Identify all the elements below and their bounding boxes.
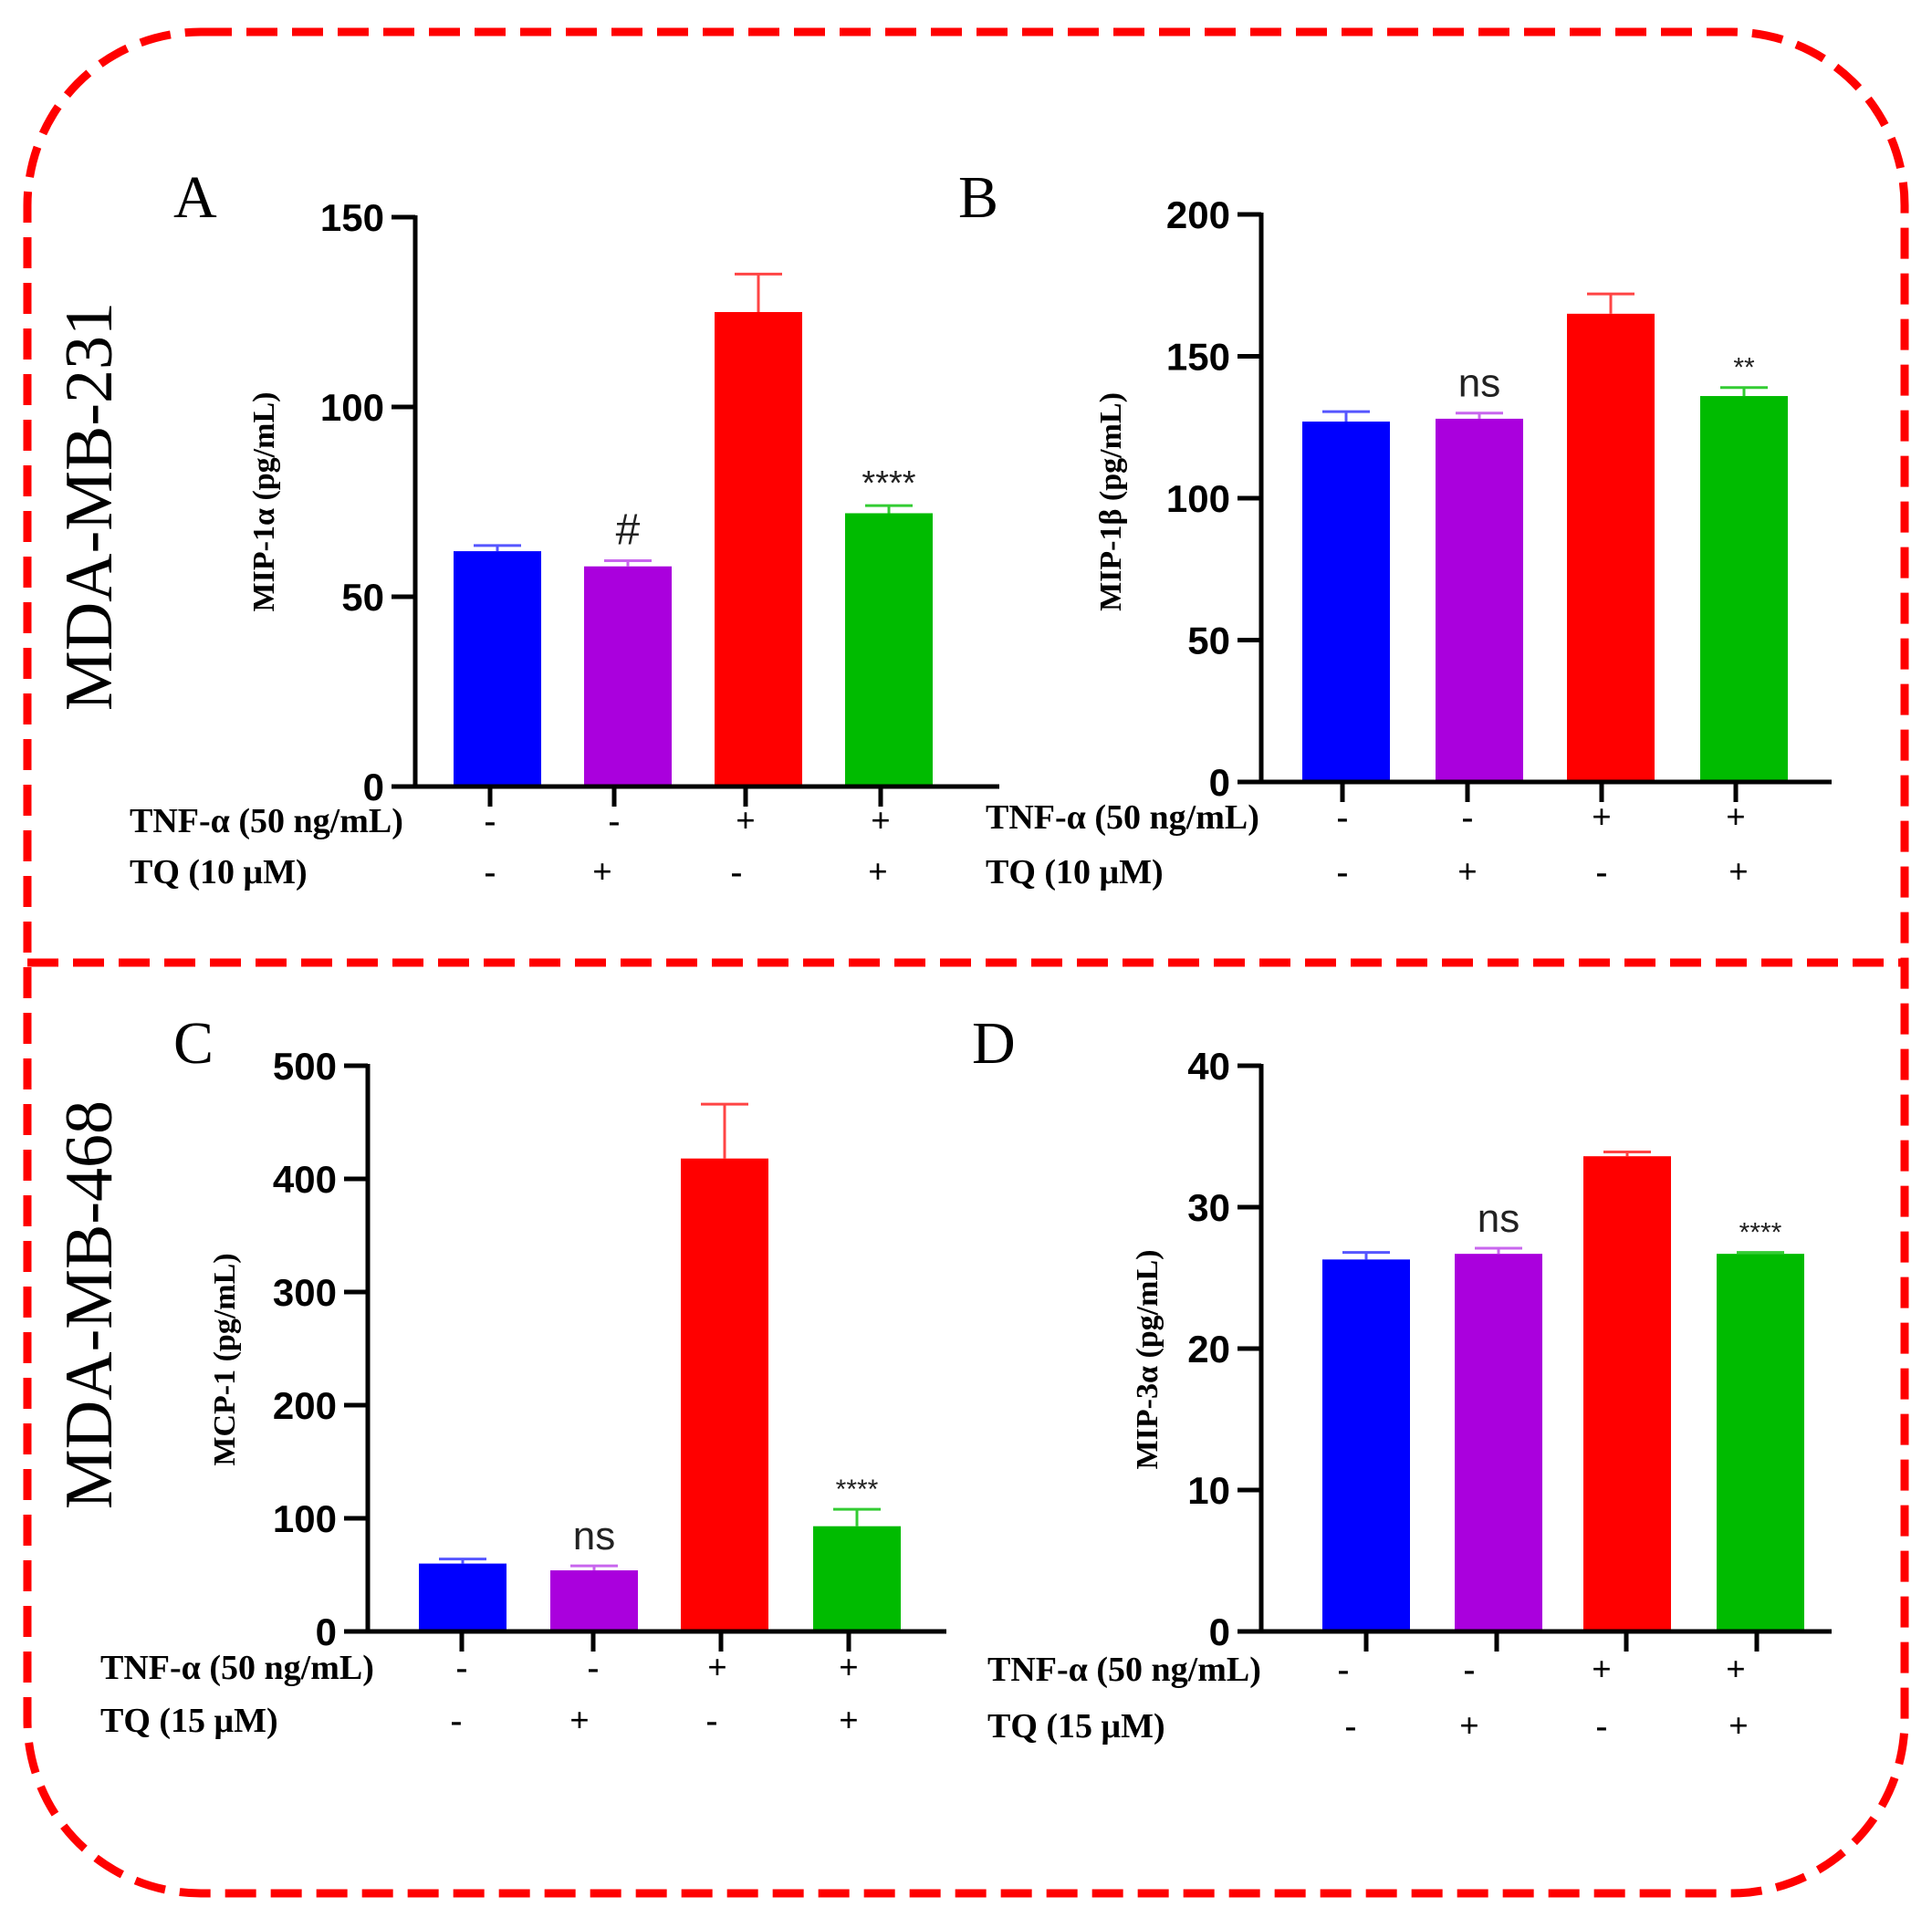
panel-letter: C	[173, 1010, 214, 1077]
cell-line-label-bottom: MDA-MB-468	[52, 1100, 127, 1509]
bar	[1302, 422, 1390, 782]
y-tick-label: 400	[273, 1158, 337, 1201]
bar	[1436, 418, 1523, 782]
y-tick-label: 0	[316, 1610, 337, 1653]
treatment-sign: -	[1596, 853, 1608, 891]
panel-d: D MIP-3α (pg/mL) ns **** 0 10 20 30 40 TNF-α (50 …	[972, 1010, 1832, 1745]
panel-letter: B	[958, 164, 998, 231]
bar	[550, 1570, 638, 1631]
panel-letter: A	[173, 164, 217, 231]
y-tick-label: 0	[363, 766, 384, 808]
treatment-sign: +	[871, 802, 891, 840]
significance-label: ns	[1458, 361, 1500, 406]
y-tick-label: 300	[273, 1271, 337, 1314]
y-axis-label: MIP-1α (pg/mL)	[247, 392, 281, 612]
y-tick-label: 200	[273, 1384, 337, 1427]
bar	[1717, 1254, 1804, 1631]
bar	[584, 566, 672, 787]
y-tick-label: 200	[1166, 193, 1230, 236]
bar	[1700, 396, 1788, 782]
treatment-row-label: TNF-α (50 ng/mL)	[986, 798, 1259, 837]
treatment-row-label: TNF-α (50 ng/mL)	[100, 1649, 374, 1687]
treatment-sign: -	[1464, 1651, 1476, 1689]
treatment-sign: +	[736, 802, 756, 840]
panel-letter: D	[972, 1010, 1016, 1077]
bar	[1455, 1254, 1542, 1631]
significance-label: ****	[862, 464, 915, 503]
treatment-sign: -	[1337, 853, 1349, 891]
treatment-sign: +	[1728, 1707, 1749, 1745]
treatment-sign: +	[1457, 853, 1478, 891]
y-tick-label: 150	[320, 196, 384, 239]
treatment-sign: +	[839, 1702, 859, 1740]
bar	[845, 513, 933, 787]
y-tick-label: 0	[1209, 1610, 1230, 1653]
treatment-sign: -	[706, 1702, 718, 1740]
treatment-sign: -	[1596, 1707, 1608, 1745]
y-tick-label: 100	[320, 386, 384, 429]
significance-label: ****	[836, 1475, 879, 1505]
y-tick-label: 50	[1187, 620, 1230, 662]
treatment-sign: +	[569, 1702, 590, 1740]
treatment-sign: -	[456, 1649, 468, 1687]
y-axis-label: MCP-1 (pg/mL)	[208, 1253, 242, 1465]
y-axis-label: MIP-1β (pg/mL)	[1094, 392, 1128, 611]
bar	[681, 1158, 768, 1631]
treatment-sign: -	[588, 1649, 600, 1687]
treatment-sign: -	[451, 1702, 463, 1740]
treatment-row-label: TNF-α (50 ng/mL)	[987, 1651, 1261, 1689]
cell-line-label-top: MDA-MB-231	[52, 302, 127, 711]
panel-c: C MCP-1 (pg/mL) ns **** 0 100 200 300 400 500 TNF-…	[100, 1010, 946, 1740]
y-tick-label: 100	[1166, 477, 1230, 520]
treatment-sign: +	[707, 1649, 727, 1687]
treatment-sign: +	[592, 853, 612, 891]
treatment-sign: +	[1592, 1651, 1612, 1689]
significance-label: ****	[1739, 1218, 1782, 1248]
y-tick-label: 50	[341, 576, 384, 619]
treatment-sign: +	[1728, 853, 1749, 891]
treatment-sign: -	[1345, 1707, 1357, 1745]
significance-label: ns	[1478, 1196, 1519, 1241]
bar	[813, 1526, 901, 1631]
treatment-row-label: TQ (10 μM)	[986, 853, 1164, 891]
significance-label: **	[1733, 353, 1755, 383]
treatment-sign: +	[1592, 798, 1612, 837]
significance-label: ns	[573, 1514, 615, 1558]
y-tick-label: 150	[1166, 336, 1230, 379]
treatment-sign: -	[485, 853, 496, 891]
y-tick-label: 0	[1209, 761, 1230, 804]
treatment-row-label: TQ (10 μM)	[130, 853, 308, 891]
y-tick-label: 10	[1187, 1469, 1230, 1512]
y-tick-label: 100	[273, 1497, 337, 1540]
treatment-sign: -	[1338, 1651, 1350, 1689]
treatment-sign: +	[1459, 1707, 1479, 1745]
y-tick-label: 500	[273, 1045, 337, 1088]
panel-a: A MIP-1α (pg/mL) # **** 0 50 100 150 TNF-α (50 n…	[130, 164, 999, 891]
bar	[419, 1563, 506, 1631]
treatment-sign: -	[1337, 798, 1349, 837]
treatment-row-label: TQ (15 μM)	[100, 1702, 278, 1740]
panel-b: B MIP-1β (pg/mL) ns ** 0 50 100 150 200 TNF-α (50…	[958, 164, 1832, 891]
treatment-row-label: TNF-α (50 ng/mL)	[130, 802, 403, 840]
treatment-sign: +	[1726, 798, 1746, 837]
treatment-sign: +	[839, 1649, 859, 1687]
treatment-sign: -	[485, 802, 496, 840]
y-tick-label: 30	[1187, 1186, 1230, 1229]
y-tick-label: 20	[1187, 1328, 1230, 1370]
significance-label: #	[616, 505, 641, 554]
treatment-row-label: TQ (15 μM)	[987, 1707, 1165, 1745]
treatment-sign: -	[609, 802, 621, 840]
bar	[1567, 313, 1655, 783]
bar	[1322, 1259, 1410, 1631]
bar	[1583, 1156, 1671, 1631]
bar	[454, 551, 541, 787]
treatment-sign: +	[1726, 1651, 1746, 1689]
treatment-sign: +	[868, 853, 888, 891]
treatment-sign: -	[731, 853, 743, 891]
bar	[715, 312, 802, 787]
y-tick-label: 40	[1187, 1045, 1230, 1088]
y-axis-label: MIP-3α (pg/mL)	[1131, 1250, 1164, 1470]
treatment-sign: -	[1462, 798, 1474, 837]
